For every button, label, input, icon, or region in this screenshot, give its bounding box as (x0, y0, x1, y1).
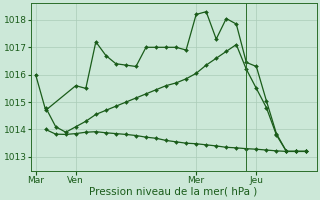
X-axis label: Pression niveau de la mer( hPa ): Pression niveau de la mer( hPa ) (90, 187, 258, 197)
